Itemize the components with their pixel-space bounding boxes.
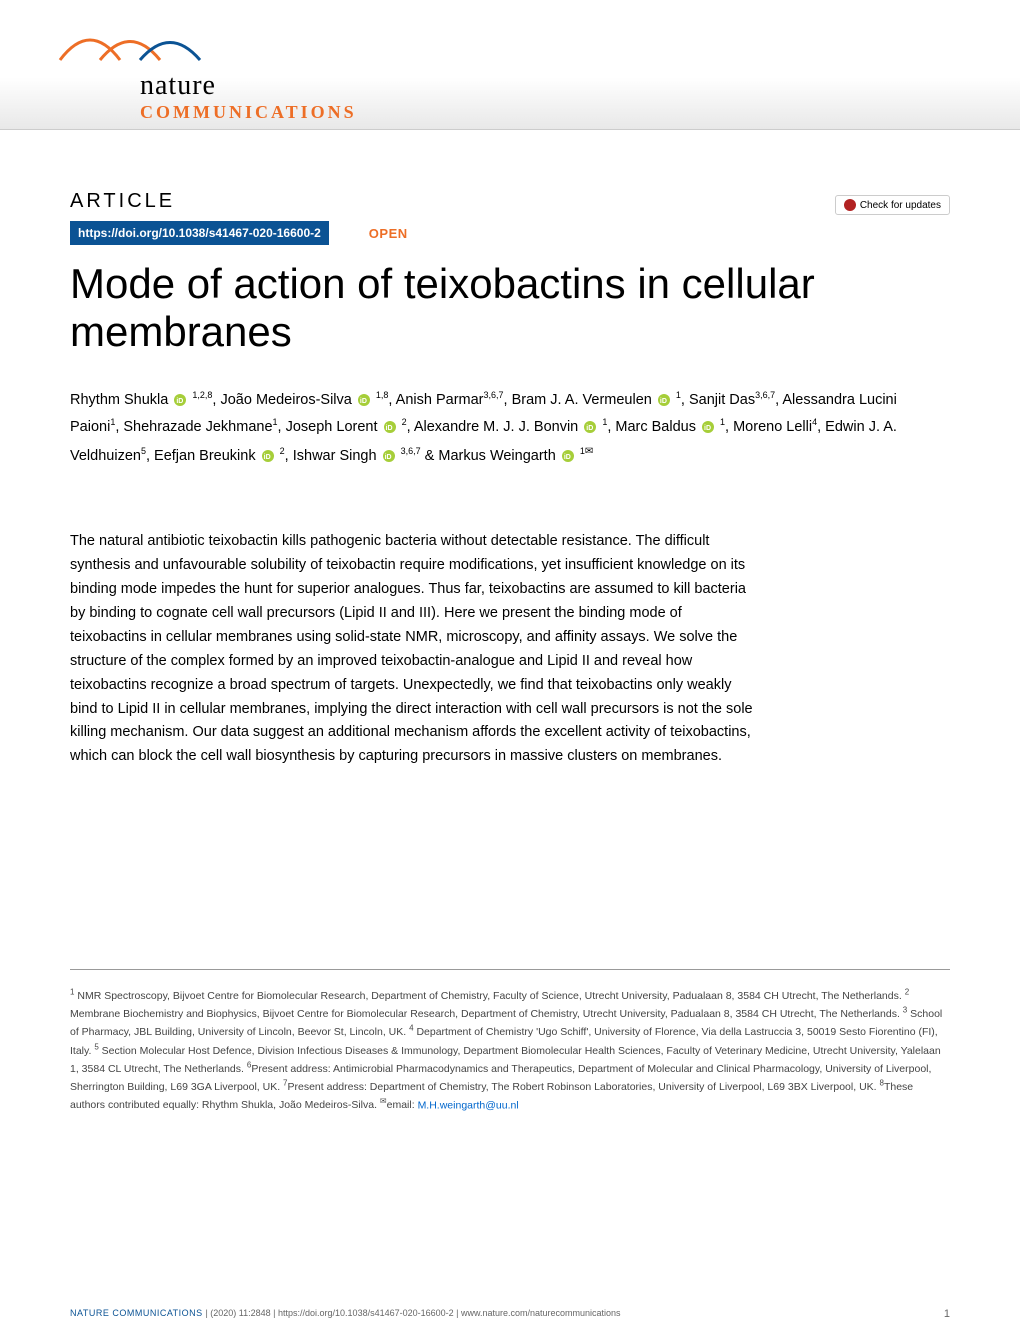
journal-logo: nature COMMUNICATIONS <box>50 15 230 70</box>
orcid-icon[interactable] <box>384 421 396 433</box>
article-title: Mode of action of teixobactins in cellul… <box>70 260 950 357</box>
affiliations-body: 1 NMR Spectroscopy, Bijvoet Centre for B… <box>70 990 942 1112</box>
logo-swoosh-icon <box>50 15 230 70</box>
affiliations-separator <box>70 969 950 970</box>
check-updates-icon <box>844 199 856 211</box>
orcid-icon[interactable] <box>174 394 186 406</box>
check-updates-label: Check for updates <box>860 200 941 211</box>
orcid-icon[interactable] <box>658 394 670 406</box>
page-footer: NATURE COMMUNICATIONS | (2020) 11:2848 |… <box>70 1308 950 1320</box>
orcid-icon[interactable] <box>358 394 370 406</box>
orcid-icon[interactable] <box>383 450 395 462</box>
article-content: ARTICLE https://doi.org/10.1038/s41467-0… <box>0 130 1020 1114</box>
doi-link[interactable]: https://doi.org/10.1038/s41467-020-16600… <box>70 221 329 245</box>
affiliations-text: 1 NMR Spectroscopy, Bijvoet Centre for B… <box>70 978 950 1114</box>
orcid-icon[interactable] <box>262 450 274 462</box>
journal-name-line1: nature <box>140 70 357 102</box>
footer-journal: NATURE COMMUNICATIONS | (2020) 11:2848 |… <box>70 1308 621 1320</box>
envelope-icon: ✉ <box>585 446 593 457</box>
orcid-icon[interactable] <box>584 421 596 433</box>
article-type-label: ARTICLE <box>70 190 950 213</box>
orcid-icon[interactable] <box>702 421 714 433</box>
orcid-icon[interactable] <box>562 450 574 462</box>
open-access-label: OPEN <box>369 226 408 241</box>
corresponding-email[interactable]: M.H.weingarth@uu.nl <box>418 1099 519 1111</box>
author-list: Rhythm Shukla 1,2,8, João Medeiros-Silva… <box>70 387 950 470</box>
doi-row: https://doi.org/10.1038/s41467-020-16600… <box>70 221 950 245</box>
footer-page-number: 1 <box>944 1308 950 1320</box>
check-updates-button[interactable]: Check for updates <box>835 195 950 215</box>
abstract-text: The natural antibiotic teixobactin kills… <box>70 530 756 769</box>
journal-name-line2: COMMUNICATIONS <box>140 102 357 123</box>
journal-header-banner: nature COMMUNICATIONS <box>0 0 1020 130</box>
